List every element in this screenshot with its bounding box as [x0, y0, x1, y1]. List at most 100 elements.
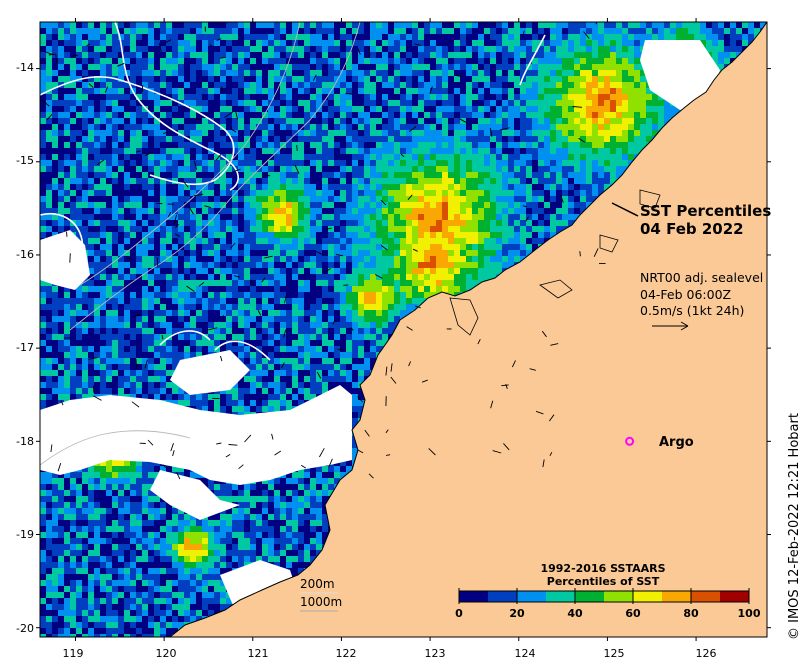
sst-pixel — [490, 34, 496, 40]
sst-pixel — [268, 238, 274, 244]
sst-pixel — [400, 28, 406, 34]
sst-pixel — [412, 130, 418, 136]
sst-pixel — [94, 196, 100, 202]
sst-pixel — [604, 28, 610, 34]
sst-pixel — [142, 118, 148, 124]
sst-pixel — [400, 142, 406, 148]
sst-pixel — [472, 28, 478, 34]
sst-pixel — [586, 40, 592, 46]
sst-pixel — [532, 22, 538, 28]
sst-pixel — [310, 256, 316, 262]
sst-pixel — [424, 34, 430, 40]
sst-pixel — [508, 262, 514, 268]
sst-pixel — [148, 184, 154, 190]
sst-pixel — [268, 88, 274, 94]
sst-pixel — [448, 238, 454, 244]
sst-pixel — [112, 160, 118, 166]
sst-pixel — [322, 40, 328, 46]
sst-pixel — [58, 166, 64, 172]
sst-pixel — [202, 82, 208, 88]
sst-pixel — [574, 40, 580, 46]
sst-pixel — [328, 202, 334, 208]
sst-pixel — [514, 70, 520, 76]
sst-pixel — [388, 100, 394, 106]
sst-pixel — [58, 76, 64, 82]
sst-pixel — [496, 238, 502, 244]
sst-pixel — [418, 232, 424, 238]
sst-pixel — [478, 136, 484, 142]
sst-pixel — [406, 112, 412, 118]
sst-pixel — [616, 88, 622, 94]
sst-pixel — [214, 82, 220, 88]
sst-pixel — [94, 184, 100, 190]
sst-pixel — [436, 124, 442, 130]
sst-pixel — [94, 100, 100, 106]
sst-pixel — [598, 46, 604, 52]
sst-pixel — [406, 34, 412, 40]
sst-pixel — [154, 208, 160, 214]
sst-pixel — [388, 184, 394, 190]
sst-pixel — [610, 148, 616, 154]
sst-pixel — [502, 70, 508, 76]
sst-pixel — [574, 136, 580, 142]
sst-pixel — [250, 220, 256, 226]
sst-pixel — [544, 100, 550, 106]
sst-pixel — [148, 208, 154, 214]
sst-pixel — [508, 154, 514, 160]
sst-pixel — [406, 184, 412, 190]
sst-pixel — [538, 76, 544, 82]
sst-pixel — [310, 52, 316, 58]
sst-pixel — [316, 100, 322, 106]
sst-pixel — [472, 112, 478, 118]
sst-pixel — [406, 58, 412, 64]
sst-pixel — [448, 172, 454, 178]
sst-pixel — [352, 94, 358, 100]
sst-pixel — [532, 46, 538, 52]
sst-pixel — [466, 46, 472, 52]
sst-pixel — [232, 70, 238, 76]
sst-pixel — [232, 58, 238, 64]
sst-pixel — [376, 106, 382, 112]
sst-pixel — [262, 214, 268, 220]
sst-pixel — [388, 82, 394, 88]
sst-pixel — [412, 208, 418, 214]
sst-pixel — [100, 238, 106, 244]
sst-pixel — [496, 196, 502, 202]
sst-pixel — [484, 208, 490, 214]
sst-pixel — [454, 100, 460, 106]
sst-pixel — [418, 136, 424, 142]
sst-pixel — [514, 58, 520, 64]
sst-pixel — [88, 154, 94, 160]
sst-pixel — [226, 70, 232, 76]
sst-pixel — [82, 208, 88, 214]
sst-pixel — [352, 82, 358, 88]
sst-pixel — [496, 214, 502, 220]
sst-pixel — [148, 112, 154, 118]
sst-pixel — [88, 256, 94, 262]
sst-pixel — [574, 100, 580, 106]
sst-pixel — [496, 154, 502, 160]
sst-pixel — [454, 64, 460, 70]
sst-pixel — [394, 190, 400, 196]
sst-pixel — [478, 250, 484, 256]
sst-pixel — [358, 142, 364, 148]
sst-pixel — [304, 22, 310, 28]
sst-pixel — [376, 208, 382, 214]
sst-pixel — [46, 118, 52, 124]
sst-pixel — [292, 208, 298, 214]
sst-pixel — [586, 58, 592, 64]
sst-pixel — [640, 76, 646, 82]
sst-pixel — [310, 130, 316, 136]
sst-pixel — [436, 256, 442, 262]
sst-pixel — [574, 52, 580, 58]
sst-pixel — [136, 58, 142, 64]
sst-pixel — [532, 244, 538, 250]
sst-pixel — [520, 124, 526, 130]
sst-pixel — [586, 202, 592, 208]
sst-pixel — [256, 64, 262, 70]
sst-pixel — [274, 70, 280, 76]
sst-pixel — [250, 232, 256, 238]
sst-pixel — [436, 52, 442, 58]
sst-pixel — [106, 22, 112, 28]
sst-pixel — [154, 40, 160, 46]
